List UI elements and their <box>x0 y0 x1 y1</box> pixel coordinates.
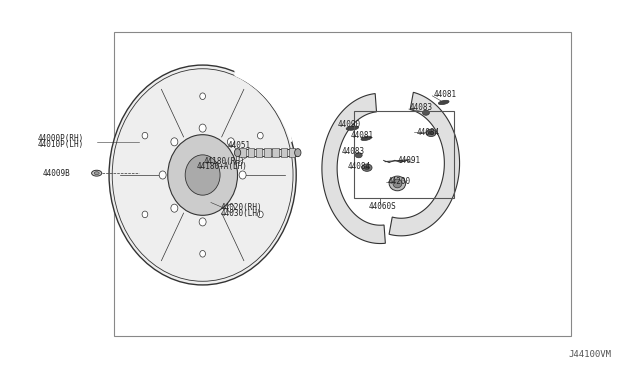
Ellipse shape <box>429 131 433 135</box>
Text: 44200: 44200 <box>388 177 411 186</box>
Ellipse shape <box>92 170 102 176</box>
Text: 44091: 44091 <box>397 156 420 165</box>
Bar <box>239 148 246 157</box>
Text: 44010P(LH): 44010P(LH) <box>38 140 84 149</box>
Ellipse shape <box>200 93 205 100</box>
Ellipse shape <box>257 211 263 218</box>
Text: 44180+A(LH): 44180+A(LH) <box>196 163 247 171</box>
Bar <box>256 148 262 157</box>
Polygon shape <box>322 94 385 244</box>
Bar <box>264 148 271 157</box>
Text: 44180(RH): 44180(RH) <box>204 157 245 166</box>
Ellipse shape <box>426 129 436 137</box>
Bar <box>248 148 254 157</box>
Text: 44030(LH): 44030(LH) <box>220 209 262 218</box>
Ellipse shape <box>355 153 362 158</box>
Ellipse shape <box>171 204 178 212</box>
Ellipse shape <box>199 124 206 132</box>
Ellipse shape <box>364 166 369 170</box>
Ellipse shape <box>422 110 429 115</box>
Ellipse shape <box>438 100 449 105</box>
Text: 44081: 44081 <box>433 90 457 99</box>
Ellipse shape <box>227 138 234 146</box>
Ellipse shape <box>393 179 402 188</box>
Bar <box>273 148 279 157</box>
Bar <box>289 148 295 157</box>
Ellipse shape <box>227 204 234 212</box>
Text: 44083: 44083 <box>342 147 365 156</box>
Text: 44000P(RH): 44000P(RH) <box>38 134 84 143</box>
Text: 44084: 44084 <box>417 128 440 137</box>
Bar <box>114 32 571 336</box>
Text: 44060S: 44060S <box>368 202 396 211</box>
Ellipse shape <box>239 171 246 179</box>
Text: 44090: 44090 <box>338 120 361 129</box>
Ellipse shape <box>257 132 263 139</box>
Ellipse shape <box>362 164 372 171</box>
Ellipse shape <box>109 65 296 285</box>
Text: 44051: 44051 <box>228 141 251 150</box>
Ellipse shape <box>142 211 148 218</box>
Ellipse shape <box>346 126 358 130</box>
Bar <box>237 149 298 156</box>
Text: 44081: 44081 <box>351 131 374 140</box>
Ellipse shape <box>168 135 237 215</box>
Text: 44009B: 44009B <box>43 169 70 178</box>
Polygon shape <box>389 92 460 236</box>
Bar <box>354 110 454 198</box>
Ellipse shape <box>94 172 99 174</box>
Ellipse shape <box>171 138 178 146</box>
Text: 44084: 44084 <box>348 162 371 171</box>
Ellipse shape <box>361 136 372 141</box>
Ellipse shape <box>159 171 166 179</box>
Ellipse shape <box>389 176 406 191</box>
Ellipse shape <box>294 149 301 157</box>
Ellipse shape <box>142 132 148 139</box>
Text: J44100VM: J44100VM <box>569 350 612 359</box>
Text: 44083: 44083 <box>410 103 433 112</box>
Ellipse shape <box>199 218 206 226</box>
Text: 44020(RH): 44020(RH) <box>220 203 262 212</box>
Ellipse shape <box>234 149 241 157</box>
Bar <box>281 148 287 157</box>
Ellipse shape <box>185 155 220 195</box>
Ellipse shape <box>200 250 205 257</box>
